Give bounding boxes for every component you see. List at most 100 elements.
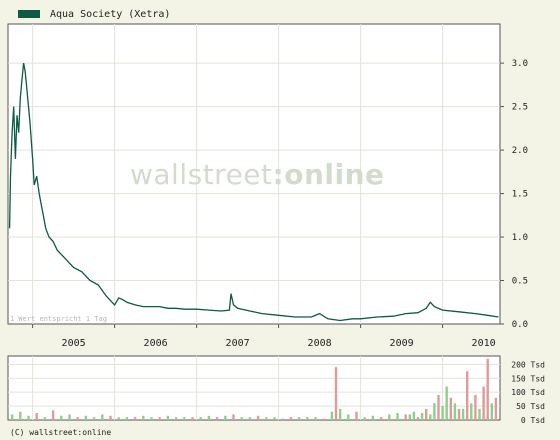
volume-bar: [207, 415, 211, 420]
volume-bar: [490, 403, 493, 420]
volume-bar: [92, 417, 96, 420]
price-x-tick-label: 2006: [144, 338, 168, 349]
volume-bar: [470, 403, 473, 420]
volume-bar: [174, 417, 178, 420]
volume-bar: [388, 414, 391, 420]
volume-bar: [371, 415, 375, 420]
legend: Aqua Society (Xetra): [18, 6, 170, 22]
volume-bar: [199, 417, 202, 420]
volume-bar: [281, 418, 284, 420]
volume-bar: [109, 415, 112, 420]
price-y-tick-label: 1.5: [512, 190, 528, 200]
price-y-tick-label: 3.0: [512, 59, 528, 69]
volume-y-tick-label: 100 Tsd: [511, 388, 545, 397]
volume-bar: [35, 413, 38, 420]
volume-bar: [166, 415, 170, 420]
volume-bar: [191, 417, 194, 420]
volume-y-tick-label: 200 Tsd: [511, 360, 545, 369]
price-x-axis: 2005 2006 2007 2008 2009 2010: [32, 324, 496, 349]
price-y-tick-label: 0.0: [512, 320, 528, 330]
price-x-tick-label: 2009: [390, 338, 414, 349]
volume-bar: [482, 386, 485, 420]
volume-bar: [158, 417, 161, 420]
volume-bar: [68, 414, 71, 420]
volume-bar: [347, 414, 350, 420]
volume-bar: [453, 403, 457, 420]
volume-bar: [314, 417, 317, 420]
volume-bar: [240, 417, 243, 420]
volume-bar: [27, 415, 30, 420]
volume-bar: [486, 358, 489, 420]
volume-bar: [76, 417, 79, 420]
volume-bar: [429, 414, 432, 420]
price-y-axis: 0.0 0.5 1.0 1.5 2.0 2.5 3.0: [500, 59, 528, 330]
price-x-tick-label: 2010: [472, 338, 496, 349]
volume-bar: [248, 417, 252, 420]
volume-bar: [457, 408, 461, 420]
volume-bar: [334, 367, 338, 420]
volume-bar: [474, 395, 477, 420]
price-y-tick-label: 2.5: [512, 103, 528, 113]
volume-bar: [449, 397, 452, 420]
volume-bar: [412, 411, 416, 420]
volume-bar: [425, 408, 428, 420]
volume-bar: [330, 411, 334, 420]
volume-bar: [215, 417, 219, 420]
volume-bar: [10, 414, 14, 420]
volume-bar: [101, 414, 104, 420]
watermark: wallstreet:online: [130, 158, 385, 191]
volume-bar: [437, 395, 440, 420]
volume-bar: [404, 414, 407, 420]
legend-label: Aqua Society (Xetra): [50, 8, 171, 20]
volume-y-tick-label: 0 Tsd: [521, 416, 545, 425]
volume-bar: [142, 415, 145, 420]
copyright: (C) wallstreet:online: [10, 428, 112, 437]
price-x-tick-label: 2005: [62, 338, 86, 349]
volume-bar: [355, 411, 358, 420]
volume-bar: [379, 417, 383, 420]
volume-bar: [306, 417, 309, 420]
volume-bar: [420, 413, 424, 420]
price-y-tick-label: 1.0: [512, 233, 528, 243]
volume-bar: [265, 417, 268, 420]
volume-bar: [150, 417, 153, 420]
volume-bar: [445, 386, 448, 420]
watermark-part2: :online: [272, 158, 385, 191]
volume-bar: [416, 417, 420, 420]
volume-bar: [363, 417, 366, 420]
volume-bar: [19, 411, 22, 420]
volume-bar: [125, 417, 129, 420]
volume-bar: [60, 415, 63, 420]
volume-bars: [10, 358, 498, 420]
volume-bar: [289, 417, 293, 420]
volume-bar: [232, 414, 235, 420]
volume-bar: [297, 417, 301, 420]
volume-bar: [183, 417, 186, 420]
volume-bar: [43, 417, 47, 420]
price-x-tick-label: 2008: [308, 338, 332, 349]
volume-bar: [433, 403, 436, 420]
volume-bar: [224, 415, 227, 420]
volume-y-axis: 0 Tsd 50 Tsd 100 Tsd 150 Tsd 200 Tsd: [511, 360, 545, 425]
price-y-tick-label: 0.5: [512, 277, 528, 287]
volume-bar: [273, 417, 276, 420]
watermark-part1: wallstreet: [130, 158, 273, 191]
volume-bar: [478, 408, 481, 420]
price-line: [8, 62, 499, 322]
volume-bar: [441, 406, 444, 420]
volume-bar: [256, 415, 260, 420]
price-y-tick-label: 2.0: [512, 146, 528, 156]
volume-bar: [396, 413, 399, 420]
volume-y-tick-label: 150 Tsd: [511, 374, 545, 383]
volume-y-tick-label: 50 Tsd: [516, 402, 545, 411]
volume-bar: [408, 414, 411, 420]
volume-bar: [322, 418, 325, 420]
price-plot-area: [7, 23, 501, 325]
volume-bar: [494, 397, 498, 420]
price-x-tick-label: 2007: [226, 338, 250, 349]
volume-bar: [117, 417, 120, 420]
volume-bar: [466, 371, 469, 420]
legend-swatch: [18, 10, 40, 18]
volume-plot-area: [7, 355, 501, 421]
